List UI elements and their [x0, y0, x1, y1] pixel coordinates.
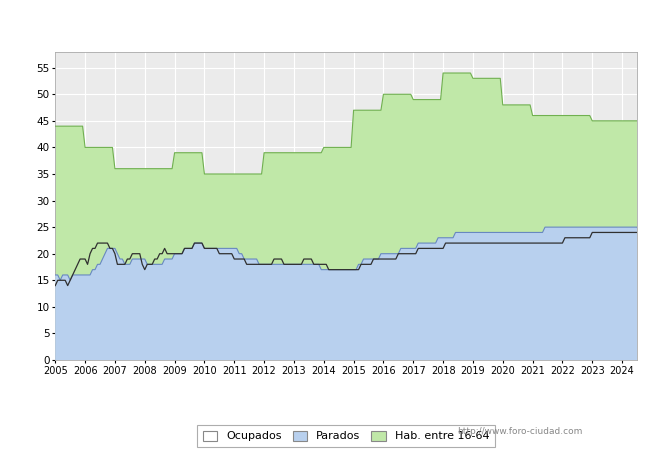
Text: http://www.foro-ciudad.com: http://www.foro-ciudad.com	[458, 427, 582, 436]
Text: Corral de Ayllón  -  Evolucion de la poblacion en edad de Trabajar Mayo de 2024: Corral de Ayllón - Evolucion de la pobla…	[36, 17, 614, 30]
Legend: Ocupados, Parados, Hab. entre 16-64: Ocupados, Parados, Hab. entre 16-64	[197, 425, 495, 447]
